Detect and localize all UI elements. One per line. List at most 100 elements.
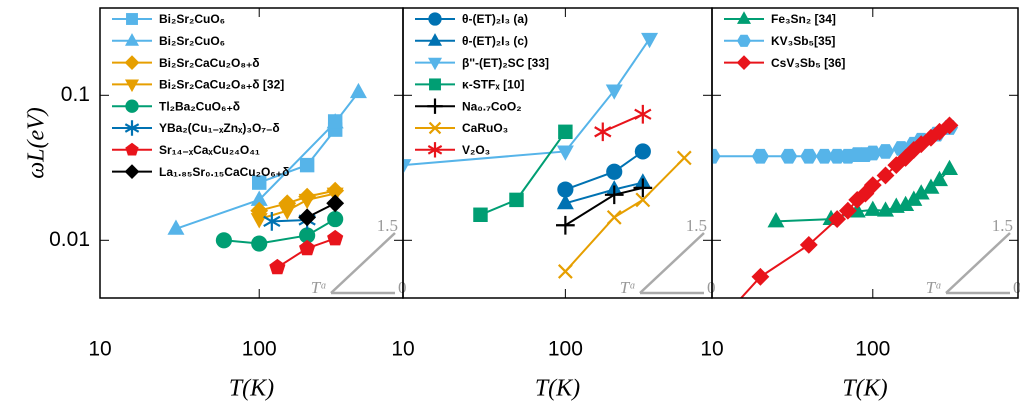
marker — [298, 208, 317, 227]
marker — [126, 13, 138, 25]
guide-steep: 1.5 — [377, 216, 398, 235]
marker — [327, 229, 344, 246]
marker — [427, 98, 443, 114]
marker — [556, 193, 574, 210]
marker — [250, 213, 268, 229]
marker — [473, 207, 488, 222]
marker — [863, 176, 882, 195]
marker — [635, 192, 651, 208]
legend-label: Tl₂Ba₂CuO₆₊δ — [159, 99, 240, 113]
marker — [428, 57, 442, 71]
series-line — [175, 91, 360, 230]
plot-area — [167, 82, 367, 275]
y-tick-label: 0.1 — [61, 83, 90, 106]
guide-label: Tᵅ — [620, 278, 636, 297]
marker — [828, 148, 846, 164]
marker — [556, 145, 574, 161]
marker — [931, 170, 949, 187]
marker — [864, 200, 882, 216]
legend-label: CsV₃Sb₅ [36] — [771, 56, 845, 70]
legend-label: Bi₂Sr₂CuO₆ — [159, 12, 225, 26]
marker — [941, 159, 959, 176]
marker — [250, 190, 268, 206]
legend-label: CaRuO₃ — [462, 121, 508, 135]
marker — [633, 178, 653, 198]
marker — [940, 116, 959, 135]
y-tick-label: 0.01 — [49, 228, 90, 251]
marker — [606, 163, 623, 180]
series-line — [223, 218, 336, 245]
marker — [251, 175, 267, 190]
marker — [897, 195, 915, 212]
marker — [634, 104, 652, 124]
legend-label: β''-(ET)₂SC [33] — [462, 56, 549, 70]
marker — [838, 201, 857, 220]
marker — [278, 194, 297, 213]
marker — [800, 148, 818, 164]
marker — [349, 82, 367, 99]
legend-label: κ-STFₓ [10] — [462, 78, 524, 92]
marker — [326, 194, 345, 213]
marker — [605, 84, 623, 100]
marker — [269, 258, 286, 275]
marker — [429, 78, 441, 91]
guide-label: Tᵅ — [311, 278, 327, 297]
marker — [634, 143, 651, 160]
marker — [887, 156, 906, 175]
series-line — [564, 157, 685, 273]
marker — [326, 113, 344, 129]
marker — [299, 239, 316, 256]
marker — [864, 145, 882, 161]
marker — [737, 11, 751, 24]
marker — [712, 148, 721, 164]
marker — [876, 166, 895, 185]
marker — [509, 192, 524, 208]
marker — [606, 209, 622, 225]
marker — [896, 148, 915, 167]
legend-label: Sr₁₄₋ₓCaₓCu₂₄O₄₁ — [159, 143, 260, 157]
legend-label: Bi₂Sr₂CaCu₂O₈₊δ — [159, 56, 260, 70]
marker — [912, 135, 931, 154]
marker — [327, 211, 344, 228]
marker — [558, 124, 573, 140]
marker — [767, 212, 785, 228]
series-line — [403, 38, 651, 167]
marker — [124, 55, 140, 70]
marker — [828, 210, 847, 229]
marker — [428, 33, 442, 46]
guide-line — [945, 232, 1011, 294]
marker — [737, 34, 751, 47]
marker — [125, 33, 139, 46]
x-axis-label: T(K) — [535, 376, 580, 402]
series-line — [258, 192, 336, 221]
marker — [751, 267, 770, 286]
marker — [922, 178, 940, 194]
marker — [278, 204, 296, 221]
marker — [736, 55, 752, 70]
marker — [428, 12, 442, 26]
legend-label: V₂O₃ — [462, 143, 490, 157]
marker — [799, 235, 818, 254]
plot-area — [403, 32, 692, 279]
marker — [250, 201, 269, 220]
marker — [167, 219, 185, 235]
legend-label: θ-(ET)₂I₃ (a) — [462, 12, 528, 26]
legend-label: Na₀.₇CoO₂ — [462, 99, 522, 113]
marker — [125, 142, 139, 156]
x-tick-label: 100 — [855, 338, 890, 361]
legend-label: Fe₃Sn₂ [34] — [771, 12, 836, 26]
series-line — [565, 150, 644, 191]
marker — [604, 185, 624, 205]
guide-steep: 1.5 — [992, 216, 1013, 235]
marker — [557, 181, 574, 198]
marker — [299, 227, 316, 244]
marker — [125, 99, 139, 113]
legend-label: Bi₂Sr₂CaCu₂O₈₊δ [32] — [159, 78, 284, 92]
marker — [594, 122, 612, 142]
x-axis-label: T(K) — [229, 376, 274, 402]
marker — [215, 232, 232, 249]
legend-label: YBa₂(Cu₁₋ₓZnₓ)₃O₇₋δ — [159, 121, 280, 135]
y-axis-label: ωL(eV) — [24, 107, 50, 179]
guide-line — [639, 232, 705, 294]
x-tick-label: 100 — [548, 338, 583, 361]
